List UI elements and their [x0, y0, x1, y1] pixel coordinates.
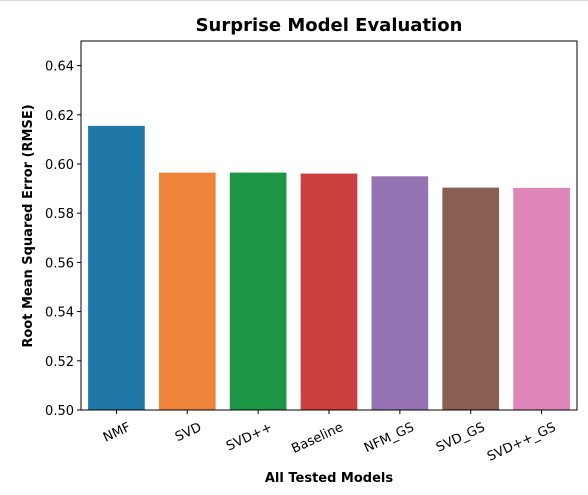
bar-baseline: [300, 173, 358, 410]
y-axis: 0.50 0.52 0.54 0.56 0.58 0.60 0.62 0.64: [45, 60, 81, 419]
bar-nmf: [88, 125, 145, 411]
y-tick-label: 0.54: [45, 306, 74, 321]
bar-svdplusplus-gs: [513, 187, 570, 410]
bar-svd: [158, 172, 216, 410]
y-tick-label: 0.60: [45, 158, 74, 173]
y-axis-label: Root Mean Squared Error (RMSE): [21, 104, 36, 347]
y-tick-label: 0.62: [45, 109, 74, 124]
x-tick-label: SVD: [173, 420, 204, 445]
window-top-border: [0, 0, 588, 1]
x-axis-label: All Tested Models: [265, 471, 394, 486]
x-tick-label: SVD++: [224, 420, 275, 454]
y-tick-label: 0.64: [45, 60, 74, 75]
x-tick-label: SVD++_GS: [485, 420, 558, 465]
x-tick-label: NMF: [101, 420, 133, 446]
chart-title: Surprise Model Evaluation: [196, 15, 463, 36]
x-tick-label: Baseline: [289, 420, 345, 457]
bars-group: [88, 125, 570, 411]
bar-svd-gs: [442, 187, 500, 410]
y-tick-label: 0.58: [45, 207, 74, 222]
x-tick-label: NFM_GS: [362, 420, 417, 456]
y-tick-label: 0.52: [45, 355, 74, 370]
plot-frame: [80, 40, 578, 411]
x-tick-label: SVD_GS: [434, 420, 487, 456]
bar-svdplusplus: [229, 172, 287, 410]
y-tick-label: 0.50: [45, 404, 74, 419]
y-tick-label: 0.56: [45, 256, 74, 271]
bar-nfm-gs: [371, 176, 429, 410]
